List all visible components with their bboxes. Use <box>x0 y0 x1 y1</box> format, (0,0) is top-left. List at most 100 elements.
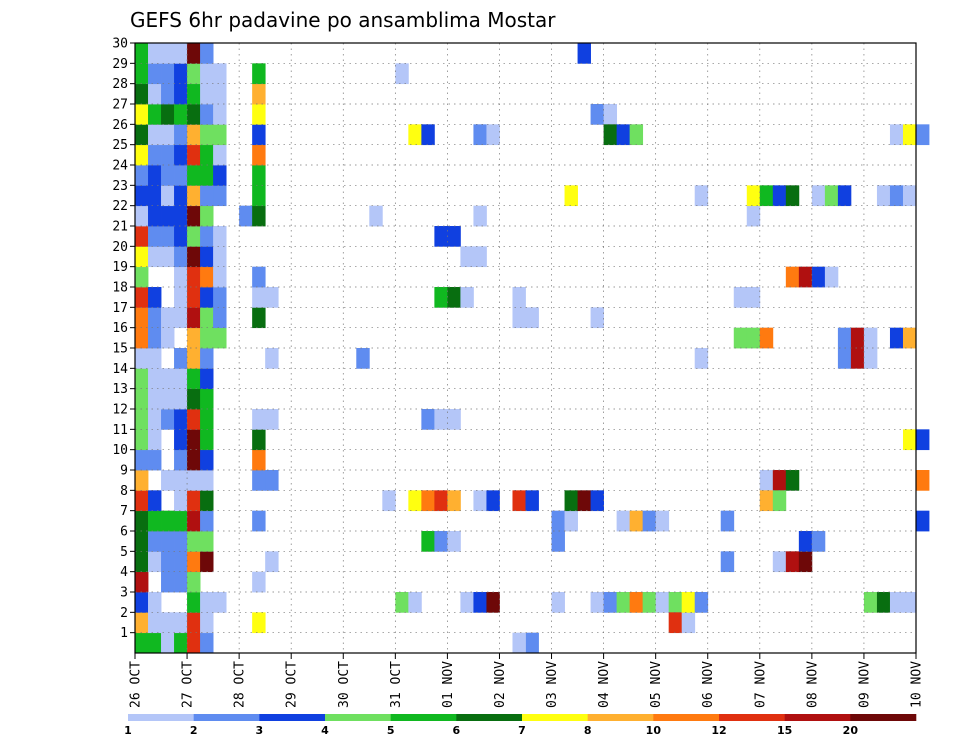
precip-cell <box>174 531 188 552</box>
colorbar-label: 2 <box>190 724 198 737</box>
precip-cell <box>746 185 761 207</box>
precip-cell <box>525 490 539 512</box>
precip-cell <box>187 531 201 552</box>
y-tick-label: 21 <box>112 220 128 235</box>
precip-cell <box>148 429 162 451</box>
x-tick-label: 26 OCT <box>129 661 144 708</box>
precip-cell <box>434 226 448 247</box>
precip-cell <box>174 429 188 451</box>
precip-cell <box>135 571 149 593</box>
precip-cell <box>564 185 578 207</box>
precip-cell <box>785 185 800 207</box>
precip-cell <box>525 632 539 654</box>
precip-cell <box>668 592 683 613</box>
precip-cell <box>577 43 591 64</box>
x-tick-label: 05 NOV <box>649 661 664 708</box>
precip-cell <box>200 409 214 430</box>
precip-cell <box>135 531 149 552</box>
y-tick-label: 30 <box>112 37 128 52</box>
colorbar-label: 5 <box>387 724 395 737</box>
precip-cell <box>759 490 774 512</box>
precip-cell <box>213 307 227 329</box>
precip-cell <box>863 592 878 613</box>
precip-cell <box>187 205 201 227</box>
precip-cell <box>161 124 175 146</box>
precip-cell <box>564 510 578 532</box>
precip-cell <box>200 490 214 512</box>
precip-cell <box>200 165 214 186</box>
precip-cell <box>759 185 774 207</box>
precip-cell <box>213 83 227 105</box>
precip-cell <box>902 124 917 146</box>
precip-cell <box>876 185 891 207</box>
precip-cell <box>200 246 214 268</box>
precip-cell <box>174 104 188 125</box>
precip-cell <box>265 551 279 573</box>
precip-cell <box>174 632 188 654</box>
precip-cell <box>252 104 266 125</box>
precip-cell <box>590 490 604 512</box>
precip-cell <box>447 490 461 512</box>
precip-cell <box>174 571 188 593</box>
precip-cell <box>161 165 175 186</box>
precip-cell <box>265 409 279 430</box>
precip-cell <box>252 510 266 532</box>
precip-cell <box>460 246 474 268</box>
precip-cell <box>447 531 461 552</box>
precip-cell <box>213 226 227 247</box>
precip-cell <box>798 266 813 288</box>
precip-cell <box>785 470 800 491</box>
precip-cell <box>148 43 162 64</box>
precip-cell <box>148 592 162 613</box>
precip-cell <box>135 429 149 451</box>
precip-cell <box>447 226 461 247</box>
x-tick-label: 28 OCT <box>233 661 248 708</box>
precip-cell <box>551 531 565 552</box>
precip-cell <box>408 592 422 613</box>
precip-cell <box>213 327 227 349</box>
precip-cell <box>486 124 500 146</box>
precip-cell <box>369 205 383 227</box>
precip-cell <box>148 165 162 186</box>
precip-cell <box>174 83 188 105</box>
precip-cell <box>629 592 644 613</box>
y-tick-label: 13 <box>112 382 128 397</box>
colorbar-swatch <box>850 714 917 721</box>
y-tick-label: 4 <box>120 565 128 580</box>
precip-cell <box>200 429 214 451</box>
precip-cell <box>642 592 657 613</box>
y-tick-label: 7 <box>120 504 128 519</box>
y-tick-label: 8 <box>120 484 128 499</box>
precip-cell <box>902 429 917 451</box>
y-tick-label: 10 <box>112 443 128 458</box>
precip-cell <box>889 592 904 613</box>
x-tick-label: 29 OCT <box>285 661 300 708</box>
precip-cell <box>135 307 149 329</box>
precip-cell <box>135 144 149 166</box>
x-axis: 26 OCT 27 OCT 28 OCT 29 OCT 30 OCT 31 OCT 01 N… <box>129 653 925 708</box>
precip-cell <box>135 185 149 207</box>
precip-cell <box>148 246 162 268</box>
y-tick-label: 17 <box>112 301 128 316</box>
colorbar-label: 4 <box>321 724 329 737</box>
precip-cell <box>187 510 201 532</box>
y-tick-label: 26 <box>112 118 128 133</box>
precip-cell <box>655 510 670 532</box>
precip-cell <box>174 470 188 491</box>
precip-cell <box>265 348 279 369</box>
precip-cell <box>434 490 448 512</box>
precip-cell <box>187 287 201 308</box>
precip-cell <box>473 124 487 146</box>
precip-cell <box>148 185 162 207</box>
precip-cell <box>200 551 214 573</box>
precip-cell <box>135 592 149 613</box>
precip-cell <box>916 470 930 491</box>
precip-cell <box>772 185 787 207</box>
precip-cell <box>135 266 149 288</box>
precip-cell <box>213 104 227 125</box>
precip-cell <box>213 266 227 288</box>
precip-cell <box>811 531 826 552</box>
precip-cell <box>590 307 604 329</box>
precip-cell <box>187 470 201 491</box>
precip-cell <box>265 287 279 308</box>
